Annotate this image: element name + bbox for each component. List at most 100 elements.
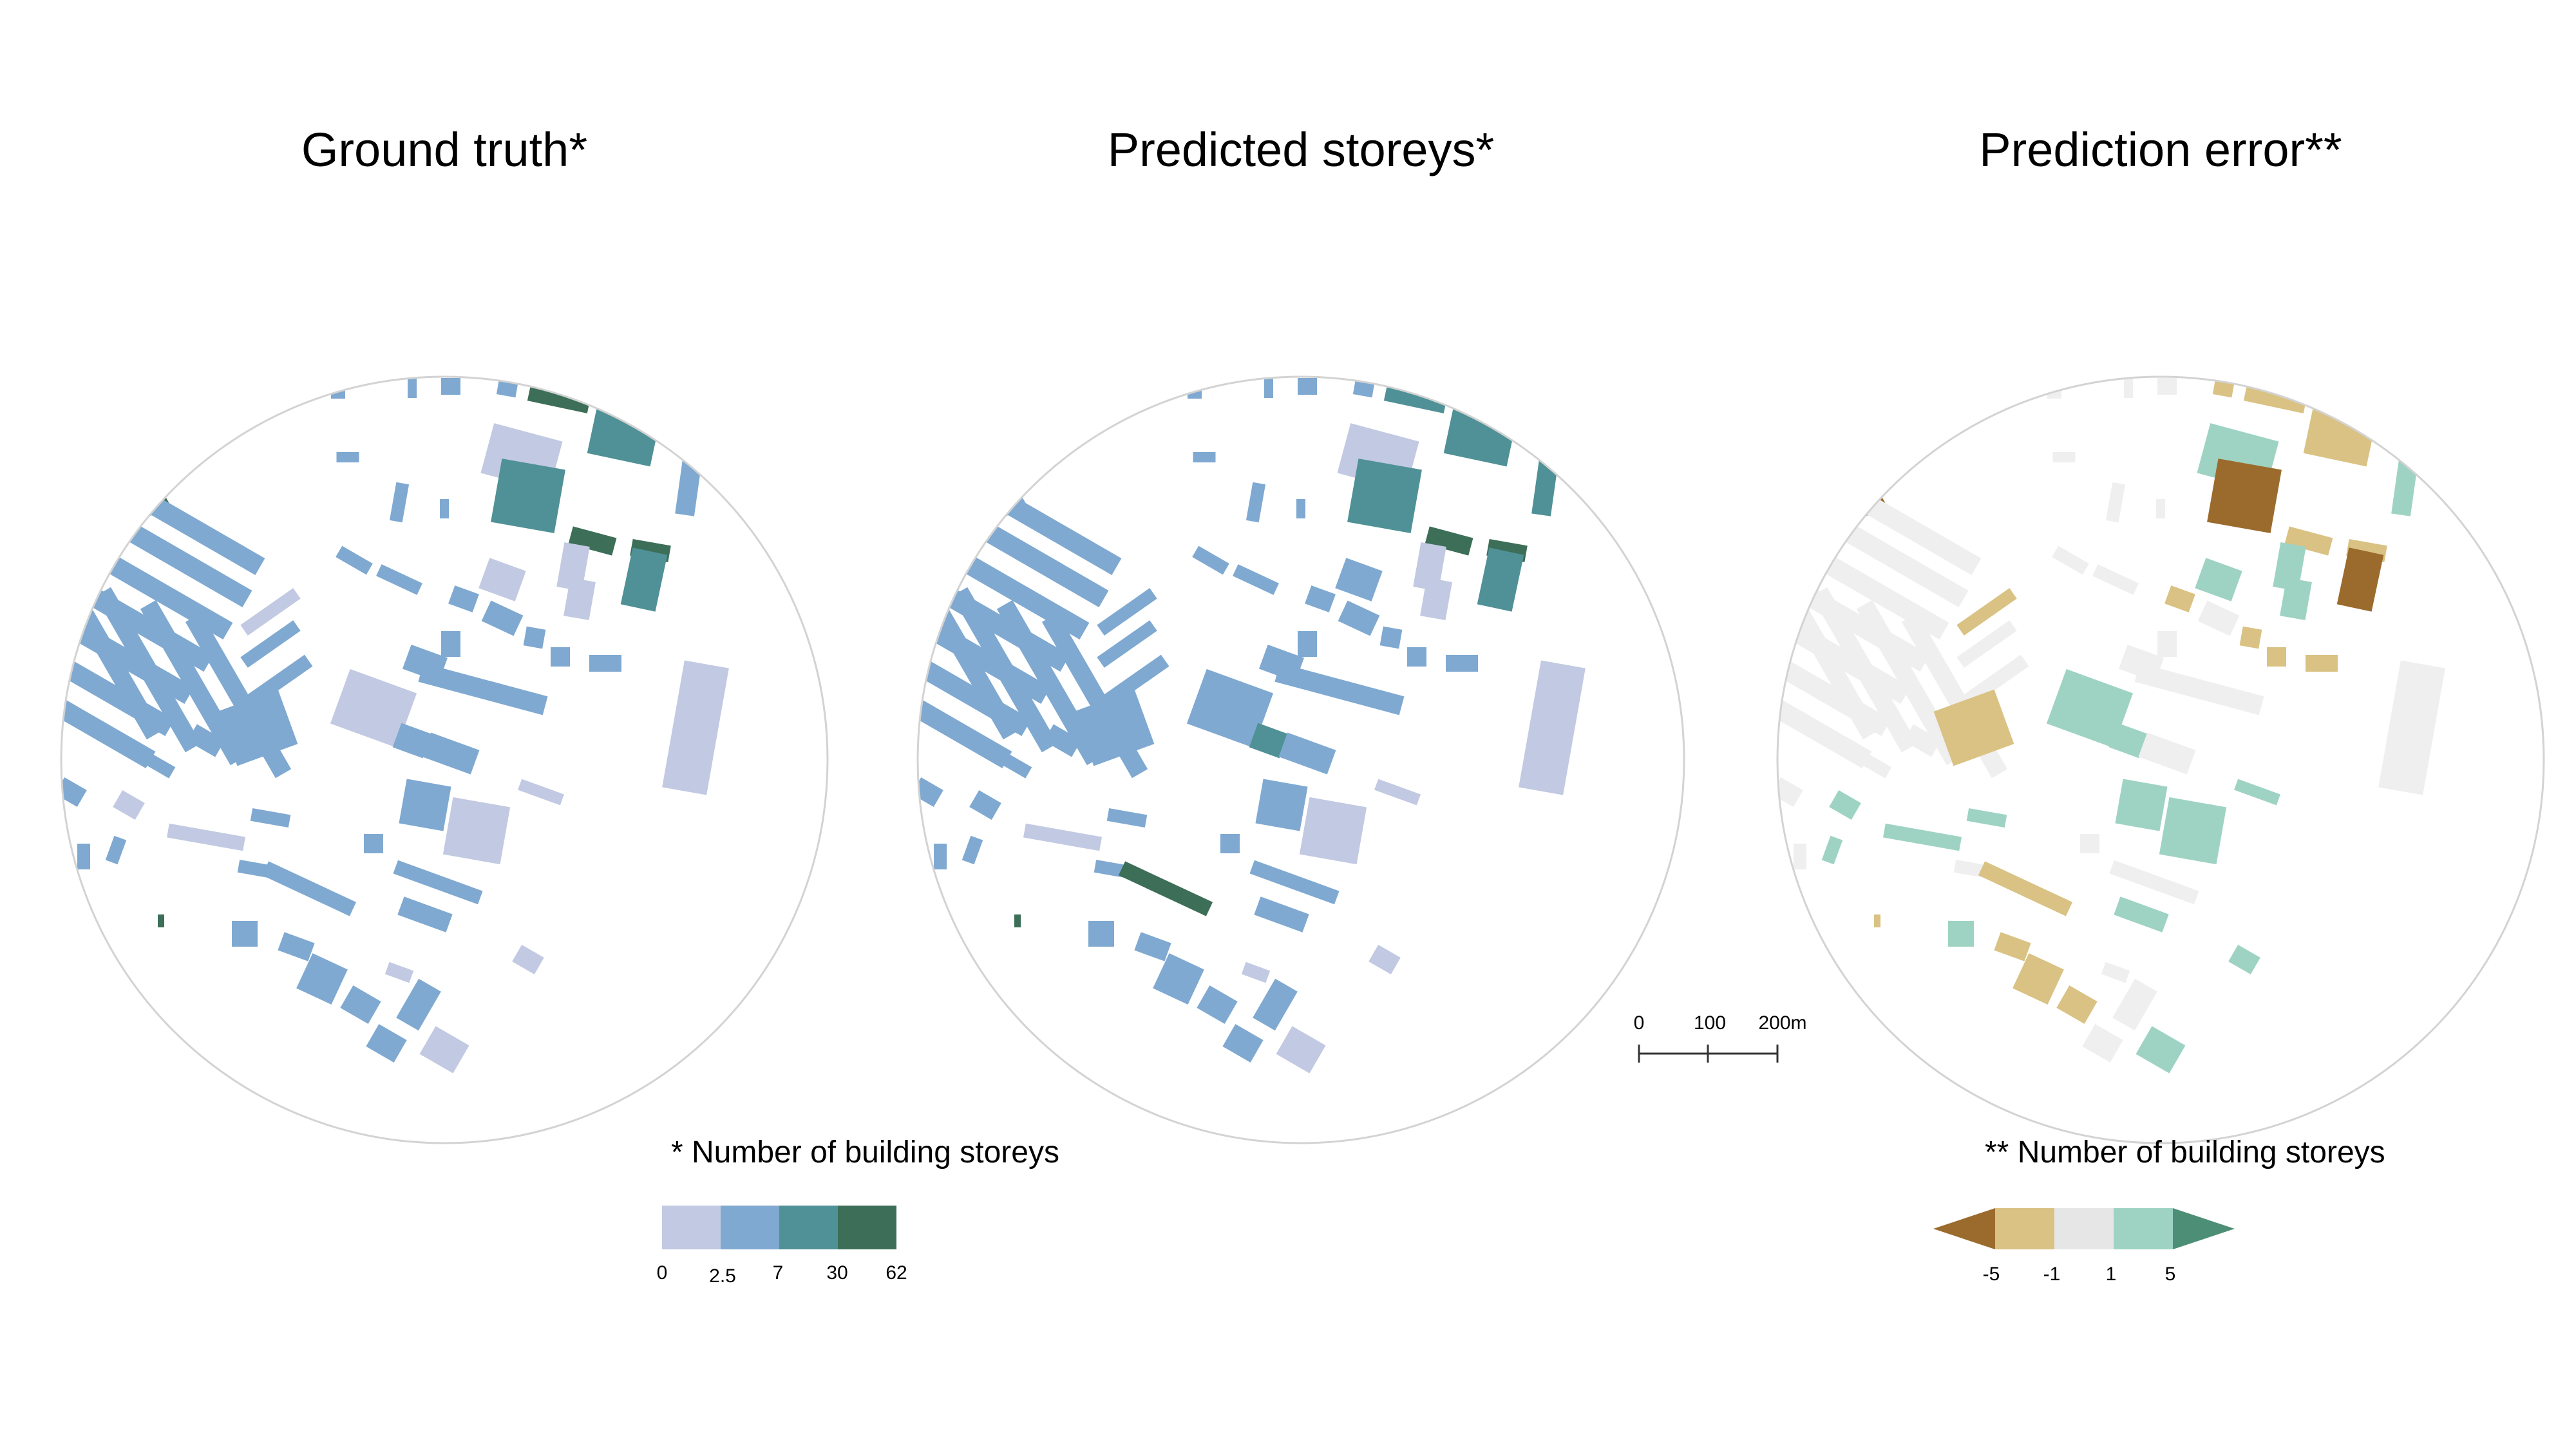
building-footprint	[2056, 985, 2098, 1024]
building-footprint	[1407, 647, 1426, 667]
building-footprint	[396, 978, 441, 1031]
building-footprint	[441, 631, 460, 657]
building-footprint	[217, 689, 298, 766]
building-footprint	[71, 468, 122, 524]
building-footprint	[1425, 526, 1473, 556]
building-footprint	[2136, 1026, 2186, 1074]
predicted-storeys-map	[916, 346, 1685, 1144]
building-footprint	[1043, 724, 1082, 757]
building-footprint	[1443, 396, 1519, 467]
building-footprint	[2159, 797, 2227, 865]
building-footprint	[1059, 346, 1079, 375]
building-footprint	[1338, 600, 1380, 636]
building-footprint	[1192, 545, 1229, 575]
building-footprint	[261, 861, 357, 916]
building-footprint	[392, 723, 432, 759]
building-footprint	[240, 620, 301, 668]
building-footprint	[221, 397, 256, 415]
building-footprint	[1097, 620, 1157, 668]
scale-tick-0: 0	[1633, 1012, 1645, 1034]
building-footprint	[397, 896, 453, 933]
building-footprint	[1906, 398, 1926, 426]
building-footprint	[1186, 668, 1274, 748]
building-footprint	[1249, 860, 1340, 905]
building-footprint	[442, 797, 511, 865]
building-footprint	[1046, 398, 1066, 426]
building-footprint	[1163, 352, 1175, 363]
building-footprint	[961, 835, 983, 865]
building-footprint	[1298, 631, 1317, 657]
building-footprint	[1220, 834, 1240, 853]
scale-tick-100: 100	[1693, 1012, 1727, 1034]
building-footprint	[2391, 450, 2420, 516]
building-footprint	[965, 513, 1109, 607]
building-footprint	[2336, 547, 2384, 612]
building-footprint	[1241, 961, 1271, 983]
building-footprint	[1918, 346, 1939, 375]
building-footprint	[305, 292, 417, 339]
building-footprint	[1966, 808, 2007, 828]
building-footprint	[1245, 482, 1266, 523]
building-footprint	[2157, 378, 2177, 395]
building-footprint	[568, 526, 617, 556]
building-footprint	[146, 754, 176, 779]
building-footprint	[1014, 914, 1021, 927]
building-footprint	[232, 921, 258, 947]
building-footprint	[2105, 482, 2126, 523]
building-footprint	[2108, 723, 2148, 759]
building-footprint	[1150, 377, 1175, 399]
building-footprint	[2009, 377, 2035, 399]
storeys-tick-2-5: 2.5	[709, 1265, 736, 1287]
building-footprint	[1296, 499, 1305, 518]
building-footprint	[2195, 558, 2242, 601]
building-footprint	[1978, 861, 2073, 916]
building-footprint	[384, 961, 414, 983]
storeys-tick-30: 30	[826, 1262, 848, 1283]
map-boundary-circle	[1776, 375, 2545, 1144]
building-footprint	[1106, 808, 1148, 828]
building-footprint	[336, 545, 373, 575]
building-footprint	[1153, 953, 1204, 1005]
storeys-legend-title: * Number of building storeys	[671, 1135, 1059, 1170]
building-footprint	[1254, 896, 1309, 933]
prediction-error-title: Prediction error**	[1979, 123, 2342, 176]
building-footprint	[77, 844, 90, 869]
building-footprint	[2207, 459, 2282, 533]
building-footprint	[2082, 1024, 2123, 1063]
building-footprint	[1368, 945, 1401, 974]
building-footprint	[1299, 797, 1367, 865]
building-footprint	[1274, 663, 1405, 715]
building-footprint	[441, 378, 460, 395]
building-footprint	[675, 450, 703, 516]
building-footprint	[408, 377, 417, 398]
building-footprint	[2080, 834, 2099, 853]
building-footprint	[2134, 663, 2264, 715]
prediction-error-map	[1776, 346, 2545, 1144]
storeys-tick-7: 7	[772, 1262, 784, 1283]
building-footprint	[307, 352, 318, 363]
building-footprint	[1305, 585, 1336, 612]
building-footprint	[1777, 777, 1803, 807]
building-footprint	[1003, 754, 1032, 779]
building-footprint	[996, 600, 1103, 766]
building-footprint	[918, 674, 1012, 768]
building-footprint	[1420, 577, 1452, 621]
storeys-tick-62: 62	[886, 1262, 907, 1283]
building-footprint	[1276, 1026, 1326, 1074]
building-footprint	[389, 482, 410, 523]
building-footprint	[2112, 978, 2157, 1031]
ground-truth-title: Ground truth*	[301, 123, 588, 176]
building-footprint	[1937, 397, 1972, 415]
map-boundary-circle	[916, 375, 1685, 1144]
building-footprint	[105, 835, 127, 865]
building-footprint	[278, 932, 315, 961]
building-footprint	[422, 732, 480, 775]
building-footprint	[2164, 585, 2195, 612]
building-footprint	[934, 844, 947, 869]
building-footprint	[481, 600, 524, 636]
building-footprint	[293, 377, 319, 399]
building-footprint	[364, 834, 383, 853]
building-footprint	[108, 513, 252, 607]
building-footprint	[512, 945, 544, 974]
